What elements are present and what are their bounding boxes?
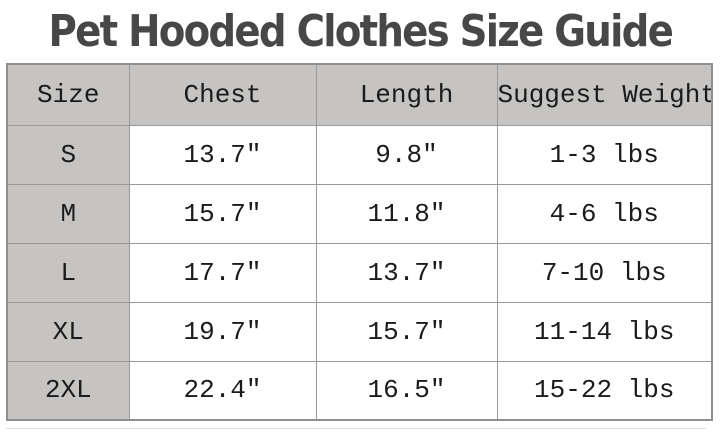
cell-size: S [6, 124, 130, 185]
table-row: L 17.7″ 13.7″ 7-10 lbs [6, 242, 713, 303]
cell-length: 9.8″ [315, 124, 498, 185]
column-header-length: Length [315, 63, 498, 126]
cell-weight: 7-10 lbs [496, 242, 713, 303]
cell-weight: 4-6 lbs [496, 183, 713, 244]
column-header-chest: Chest [128, 63, 317, 126]
cell-weight: 1-3 lbs [496, 124, 713, 185]
table-header-row: Size Chest Length Suggest Weight [6, 63, 713, 126]
cell-length: 16.5″ [315, 360, 498, 421]
cell-chest: 13.7″ [128, 124, 317, 185]
cell-chest: 22.4″ [128, 360, 317, 421]
cell-size: XL [6, 301, 130, 362]
cell-weight: 11-14 lbs [496, 301, 713, 362]
page-title-container: Pet Hooded Clothes Size Guide [0, 0, 720, 62]
cell-size: L [6, 242, 130, 303]
table-row: S 13.7″ 9.8″ 1-3 lbs [6, 124, 713, 185]
table-row: XL 19.7″ 15.7″ 11-14 lbs [6, 301, 713, 362]
column-header-size: Size [6, 63, 130, 126]
size-guide-table: Size Chest Length Suggest Weight S 13.7″… [6, 63, 713, 421]
cell-length: 11.8″ [315, 183, 498, 244]
table-row: M 15.7″ 11.8″ 4-6 lbs [6, 183, 713, 244]
cell-chest: 17.7″ [128, 242, 317, 303]
column-header-suggest-weight: Suggest Weight [496, 63, 713, 126]
cell-chest: 15.7″ [128, 183, 317, 244]
cell-length: 13.7″ [315, 242, 498, 303]
cell-weight: 15-22 lbs [496, 360, 713, 421]
cell-chest: 19.7″ [128, 301, 317, 362]
cell-size: 2XL [6, 360, 130, 421]
table-row: 2XL 22.4″ 16.5″ 15-22 lbs [6, 360, 713, 421]
table-bottom-faint-line [6, 428, 706, 429]
cell-size: M [6, 183, 130, 244]
page-title: Pet Hooded Clothes Size Guide [48, 5, 673, 57]
cell-length: 15.7″ [315, 301, 498, 362]
